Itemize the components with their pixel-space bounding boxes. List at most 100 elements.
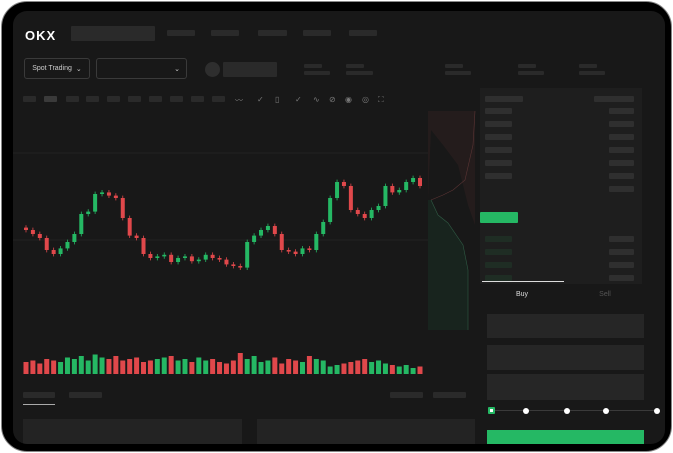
amount-slider[interactable] xyxy=(491,410,657,411)
wave-icon[interactable]: ∿ xyxy=(313,95,320,104)
stat-label xyxy=(579,64,597,68)
fullscreen-icon[interactable]: ⛶ xyxy=(378,95,384,104)
timeframe-button[interactable] xyxy=(66,96,79,102)
timeframe-button[interactable] xyxy=(149,96,162,102)
filter-button[interactable] xyxy=(390,392,423,398)
volume-bar xyxy=(120,360,126,374)
bid-amount xyxy=(609,262,634,268)
tab-history[interactable] xyxy=(69,392,102,398)
candle xyxy=(37,234,42,238)
volume-bar xyxy=(168,356,174,374)
chevron-down-icon[interactable]: ✓ xyxy=(295,95,302,104)
candle xyxy=(397,190,402,193)
volume-bar xyxy=(237,353,243,374)
candle xyxy=(279,234,284,250)
candle xyxy=(210,254,215,258)
slider-step[interactable] xyxy=(523,408,529,414)
candle xyxy=(113,195,118,198)
tab-open-orders[interactable] xyxy=(23,392,55,398)
candle xyxy=(293,251,298,254)
ask-price xyxy=(485,160,512,166)
volume-bar xyxy=(230,360,236,374)
volume-bar xyxy=(175,360,181,374)
stat-value xyxy=(346,71,373,75)
volume-bar xyxy=(37,363,43,374)
nav-item[interactable] xyxy=(258,30,287,36)
volume-bar xyxy=(30,360,36,374)
tab-buy[interactable]: Buy xyxy=(515,291,529,298)
volume-bar xyxy=(189,362,195,374)
candle xyxy=(404,182,409,190)
candle xyxy=(127,218,132,236)
slider-handle[interactable] xyxy=(488,407,495,414)
total-input[interactable] xyxy=(487,374,644,400)
slider-step[interactable] xyxy=(654,408,660,414)
timeframe-button[interactable] xyxy=(212,96,225,102)
volume-bar xyxy=(64,357,70,374)
volume-bar xyxy=(327,366,333,374)
volume-bar xyxy=(258,362,264,374)
volume-bar xyxy=(147,360,153,374)
candle xyxy=(58,248,63,254)
bid-price xyxy=(485,262,512,268)
candle xyxy=(307,248,312,250)
nav-item[interactable] xyxy=(211,30,239,36)
candle xyxy=(182,256,187,258)
ruler-icon[interactable]: ▯ xyxy=(275,95,280,104)
volume-bar xyxy=(306,356,312,374)
timeframe-button[interactable] xyxy=(191,96,204,102)
indicator-icon[interactable]: 〰 xyxy=(235,96,243,105)
candle xyxy=(348,186,353,210)
order-card xyxy=(257,419,475,444)
nav-item[interactable] xyxy=(167,30,195,36)
candle xyxy=(231,264,236,266)
active-tab-indicator xyxy=(482,281,564,282)
nav-item[interactable] xyxy=(303,30,331,36)
volume-bar xyxy=(279,363,285,374)
timeframe-button[interactable] xyxy=(170,96,183,102)
buy-button[interactable] xyxy=(487,430,644,444)
volume-bar xyxy=(272,357,278,374)
volume-bar xyxy=(313,359,319,374)
candle xyxy=(79,214,84,234)
camera-icon[interactable]: ◉ xyxy=(345,95,352,104)
candle xyxy=(169,254,174,262)
stat-value xyxy=(518,71,544,75)
candle xyxy=(300,248,305,254)
draw-line-icon[interactable]: ✓ xyxy=(257,95,264,104)
timeframe-button[interactable] xyxy=(44,96,57,102)
search-bar[interactable] xyxy=(71,26,155,41)
candle xyxy=(120,198,125,218)
price-chart[interactable] xyxy=(13,105,478,385)
market-type-dropdown[interactable]: Spot Trading ⌄ xyxy=(24,58,90,79)
volume-bar xyxy=(376,360,382,374)
timeframe-button[interactable] xyxy=(86,96,99,102)
candle xyxy=(335,182,340,198)
timeframe-button[interactable] xyxy=(23,96,36,102)
pencil-icon[interactable]: ⊘ xyxy=(329,95,336,104)
stat-label xyxy=(304,64,322,68)
slider-step[interactable] xyxy=(603,408,609,414)
timeframe-button[interactable] xyxy=(107,96,120,102)
candle xyxy=(286,250,291,252)
market-type-label: Spot Trading xyxy=(32,65,72,72)
settings-icon[interactable]: ◎ xyxy=(362,95,369,104)
nav-item[interactable] xyxy=(349,30,377,36)
timeframe-button[interactable] xyxy=(128,96,141,102)
ask-amount xyxy=(609,134,634,140)
candle xyxy=(341,182,346,186)
candle xyxy=(411,178,416,182)
bid-amount xyxy=(609,275,634,281)
tab-sell[interactable]: Sell xyxy=(599,291,611,298)
pair-dropdown[interactable]: ⌄ xyxy=(96,58,187,79)
ask-price xyxy=(485,134,512,140)
candle xyxy=(86,211,91,214)
candle xyxy=(362,214,367,218)
amount-input[interactable] xyxy=(487,345,644,370)
filter-button[interactable] xyxy=(433,392,466,398)
volume-bar xyxy=(348,362,354,374)
price-input[interactable] xyxy=(487,314,644,338)
slider-step[interactable] xyxy=(564,408,570,414)
candle xyxy=(155,256,160,258)
ask-price xyxy=(485,147,512,153)
